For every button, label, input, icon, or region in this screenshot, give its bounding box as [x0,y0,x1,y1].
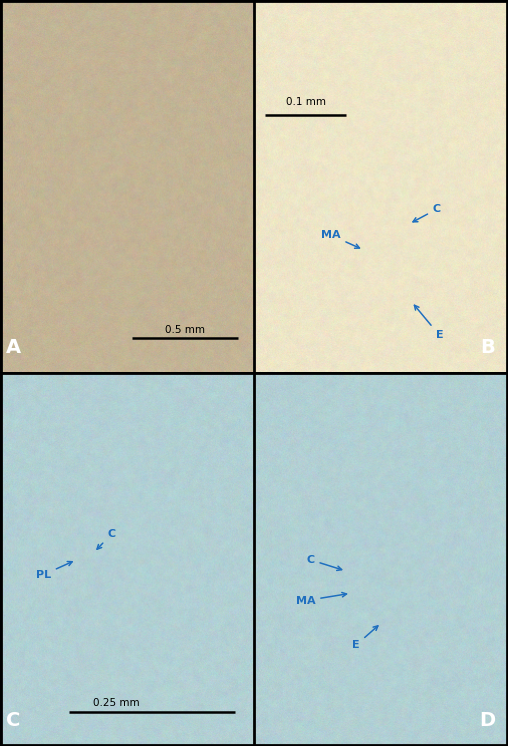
Text: D: D [479,712,495,730]
Text: 0.25 mm: 0.25 mm [93,698,140,708]
Text: PL: PL [36,562,72,580]
Text: MA: MA [296,592,346,606]
Text: 0.1 mm: 0.1 mm [285,97,326,107]
Text: C: C [6,712,20,730]
Text: A: A [6,339,21,357]
Text: E: E [352,626,378,651]
Text: C: C [306,555,341,571]
Text: C: C [97,529,116,549]
Text: C: C [413,204,441,222]
Text: 0.5 mm: 0.5 mm [165,325,205,335]
Text: B: B [480,339,495,357]
Text: MA: MA [321,230,360,248]
Text: E: E [415,305,443,340]
